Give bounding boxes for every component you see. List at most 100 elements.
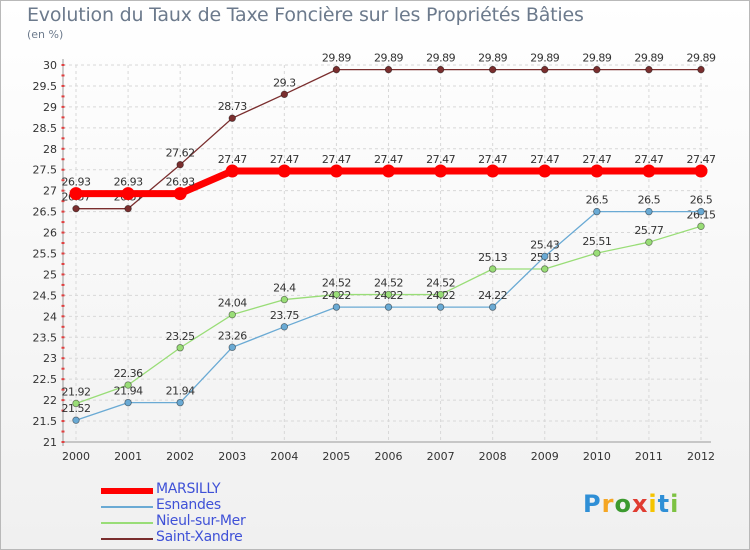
data-point	[121, 187, 135, 201]
y-axis-marker	[61, 147, 65, 150]
y-axis-marker	[61, 367, 65, 370]
data-label: 23.75	[270, 309, 299, 322]
proxiti-logo: Proxiti	[583, 490, 679, 518]
y-axis-marker	[61, 304, 65, 307]
y-axis-marker	[61, 189, 65, 192]
data-point	[280, 323, 289, 331]
y-axis-marker	[61, 168, 65, 171]
data-point	[541, 65, 549, 74]
chart-subtitle: (en %)	[27, 28, 64, 41]
y-axis-marker	[61, 221, 65, 224]
logo-letter: x	[631, 490, 649, 518]
y-axis-marker	[61, 95, 65, 98]
data-label: 21.94	[114, 385, 143, 398]
data-label: 26.5	[690, 194, 713, 207]
data-point	[436, 303, 445, 311]
y-axis-marker	[61, 242, 65, 245]
data-label: 25.77	[634, 224, 663, 237]
x-tick-label: 2003	[218, 450, 246, 463]
y-axis-marker	[61, 315, 65, 318]
data-label: 23.26	[218, 329, 247, 342]
legend-label-esnandes: Esnandes	[156, 497, 221, 513]
data-point	[176, 344, 184, 352]
data-label: 24.04	[218, 297, 247, 310]
legend-label-marsilly: MARSILLY	[156, 481, 221, 497]
data-point	[280, 90, 289, 99]
x-tick-label: 2000	[62, 450, 90, 463]
y-axis-marker	[61, 346, 65, 349]
y-tick-label: 25	[43, 268, 57, 281]
data-label: 29.3	[273, 76, 296, 89]
data-label: 24.22	[374, 289, 403, 302]
y-tick-label: 22.5	[33, 373, 58, 386]
data-label: 24.22	[478, 289, 507, 302]
logo-letter: P	[583, 490, 602, 518]
y-axis-marker	[61, 409, 65, 412]
data-label: 27.47	[687, 153, 716, 166]
y-axis-marker	[61, 336, 65, 339]
data-point	[225, 164, 239, 178]
data-point	[72, 204, 80, 213]
y-axis-marker	[61, 388, 65, 391]
data-point	[434, 164, 448, 178]
data-label: 25.51	[582, 235, 611, 248]
data-point	[124, 204, 132, 213]
logo-letter: t	[657, 490, 671, 518]
x-tick-label: 2006	[375, 450, 403, 463]
data-point	[332, 65, 341, 74]
chart-title: Evolution du Taux de Taxe Foncière sur l…	[27, 4, 584, 26]
data-label: 25.13	[478, 251, 507, 264]
x-tick-label: 2007	[427, 450, 455, 463]
data-label: 21.92	[62, 385, 91, 398]
y-tick-label: 26.5	[33, 206, 58, 219]
y-tick-label: 30	[43, 59, 57, 72]
y-axis-marker	[61, 137, 65, 140]
x-tick-label: 2009	[531, 450, 559, 463]
data-point	[332, 290, 341, 299]
data-point	[538, 164, 552, 178]
y-tick-label: 21	[43, 436, 57, 449]
y-axis-marker	[61, 325, 65, 328]
y-axis-marker	[61, 430, 65, 433]
y-axis-marker	[61, 231, 65, 234]
y-axis-marker	[61, 210, 65, 213]
data-label: 25.43	[530, 238, 559, 251]
data-point	[593, 65, 601, 74]
data-point	[642, 164, 656, 178]
y-tick-label: 26	[43, 227, 57, 240]
data-point	[277, 164, 291, 178]
y-axis-marker	[61, 105, 65, 108]
y-tick-label: 27.5	[33, 164, 58, 177]
legend-swatch-saint-xandre	[101, 538, 153, 540]
data-point	[384, 303, 393, 311]
data-label: 24.22	[426, 289, 455, 302]
y-axis-marker	[61, 273, 65, 276]
x-tick-label: 2004	[270, 450, 298, 463]
y-axis-marker	[61, 252, 65, 255]
data-point	[228, 114, 236, 122]
data-point	[176, 398, 184, 407]
data-point	[488, 65, 497, 74]
y-axis-marker	[61, 357, 65, 360]
data-label: 24.52	[374, 277, 403, 290]
data-point	[488, 303, 497, 311]
data-label: 24.52	[426, 277, 455, 290]
data-label: 29.89	[582, 52, 611, 65]
x-tick-label: 2011	[635, 450, 663, 463]
data-label: 27.47	[634, 153, 663, 166]
y-axis-marker	[61, 64, 65, 66]
data-label: 22.36	[114, 367, 143, 380]
data-point	[541, 252, 549, 261]
data-label: 26.93	[62, 176, 91, 189]
data-label: 28.73	[218, 100, 247, 113]
x-tick-label: 2010	[583, 450, 611, 463]
data-label: 27.47	[322, 153, 351, 166]
y-tick-label: 29	[43, 101, 57, 114]
data-label: 29.89	[426, 52, 455, 65]
y-tick-label: 22	[43, 394, 57, 407]
x-tick-label: 2001	[114, 450, 142, 463]
y-axis-marker	[61, 441, 65, 443]
y-axis-marker	[61, 378, 65, 381]
data-point	[436, 290, 445, 299]
